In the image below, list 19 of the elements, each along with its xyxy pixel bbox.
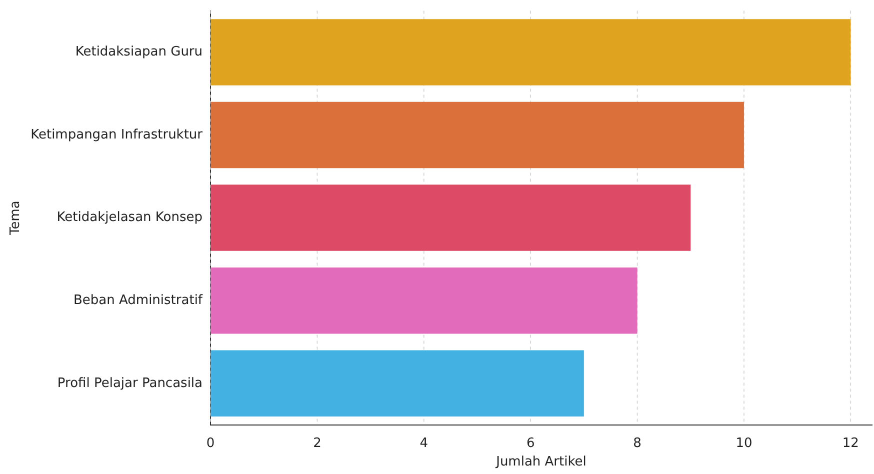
bar [210,19,851,86]
x-tick-label: 6 [526,436,535,451]
bar [210,184,691,251]
y-tick-label: Ketidaksiapan Guru [75,44,203,60]
y-axis-title: Tema [8,200,24,236]
x-tick-label: 2 [313,436,322,451]
y-tick-label: Profil Pelajar Pancasila [57,376,203,391]
x-tick-label: 8 [633,436,642,451]
x-tick-label: 12 [842,436,859,451]
bar [210,267,638,334]
x-tick-label: 0 [206,436,215,451]
bar [210,102,744,168]
x-tick-label: 4 [420,436,428,451]
x-tick-label: 10 [736,436,752,451]
bar [210,350,584,417]
x-axis-title: Jumlah Artikel [495,454,586,470]
y-tick-label: Ketidakjelasan Konsep [56,210,203,226]
y-tick-label: Beban Administratif [73,292,203,308]
y-tick-label: Ketimpangan Infrastruktur [30,127,204,142]
